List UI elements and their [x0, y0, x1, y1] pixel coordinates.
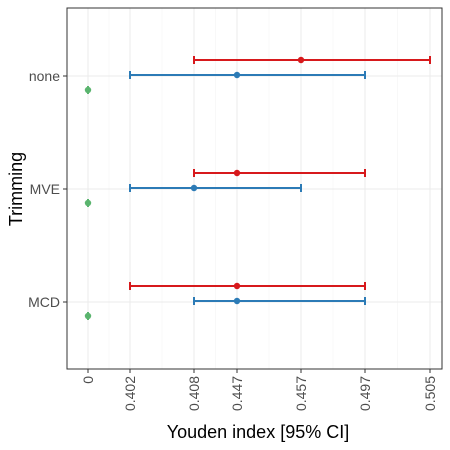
estimate-point — [233, 282, 241, 290]
x-tick-label: 0.447 — [229, 376, 245, 411]
x-tick-label: 0.408 — [186, 376, 202, 411]
x-axis-title: Youden index [95% CI] — [167, 422, 349, 442]
x-tick-label: 0 — [80, 376, 96, 384]
estimate-point — [233, 169, 241, 177]
estimate-point — [84, 199, 92, 207]
y-tick-label: MVE — [30, 181, 60, 197]
x-tick-label: 0.505 — [422, 376, 438, 411]
estimate-point — [233, 297, 241, 305]
estimate-point — [233, 71, 241, 79]
estimate-point — [297, 56, 305, 64]
x-tick-label: 0.497 — [357, 376, 373, 411]
y-tick-label: MCD — [28, 294, 60, 310]
estimate-point — [84, 312, 92, 320]
y-axis-title: Trimming — [6, 152, 26, 226]
axis-ticks: 0 0.402 0.408 0.447 0.457 0.497 0.505 none MVE MC… — [28, 68, 438, 411]
y-tick-label: none — [29, 68, 60, 84]
estimate-point — [84, 86, 92, 94]
x-tick-label: 0.457 — [293, 376, 309, 411]
x-tick-label: 0.402 — [122, 376, 138, 411]
estimate-point — [190, 184, 198, 192]
chart-marks — [84, 56, 431, 320]
